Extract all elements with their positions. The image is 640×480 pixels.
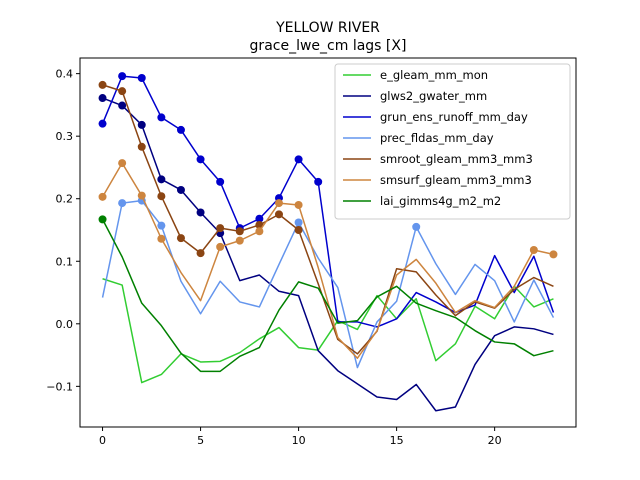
- data-point: [98, 119, 107, 128]
- data-point: [98, 80, 107, 89]
- series-layer: [98, 72, 558, 412]
- data-point: [157, 192, 166, 201]
- data-point: [137, 142, 146, 151]
- data-point: [118, 101, 127, 110]
- data-point: [294, 225, 303, 234]
- data-point: [196, 155, 205, 164]
- data-point: [176, 125, 185, 134]
- data-point: [118, 159, 127, 168]
- data-point: [294, 218, 303, 227]
- x-tick-label: 5: [197, 434, 204, 447]
- x-tick-label: 0: [99, 434, 106, 447]
- data-point: [137, 74, 146, 83]
- legend-label: e_gleam_mm_mon: [380, 68, 488, 82]
- series-line: [101, 199, 555, 369]
- data-point: [98, 192, 107, 201]
- series-line: [101, 219, 554, 373]
- legend-label: grun_ens_runoff_mm_day: [380, 110, 528, 124]
- y-tick-label: 0.2: [56, 193, 74, 206]
- data-point: [157, 234, 166, 243]
- plot-frame: [79, 57, 577, 428]
- legend-label: smroot_gleam_mm3_mm3: [380, 152, 533, 166]
- data-point: [137, 120, 146, 129]
- legend-box: [334, 63, 571, 220]
- data-point: [529, 246, 538, 255]
- y-tick-label: 0.1: [56, 255, 74, 268]
- series-smsurf_gleam_mm3_mm3: [98, 159, 558, 359]
- data-point: [216, 242, 225, 251]
- data-point: [235, 227, 244, 236]
- series-line: [102, 278, 554, 384]
- data-point: [176, 234, 185, 243]
- data-point: [157, 221, 166, 230]
- data-point: [274, 210, 283, 219]
- data-point: [176, 185, 185, 194]
- chart-subtitle: grace_lwe_cm lags [X]: [250, 38, 407, 54]
- series-prec_fldas_mm_day: [101, 196, 555, 369]
- data-point: [157, 175, 166, 184]
- x-tick-label: 20: [488, 434, 502, 447]
- data-point: [216, 177, 225, 186]
- axes-layer: 0 5 10 15 20 −0.1 0.0 0.1 0.2 0.3 0.4: [46, 68, 501, 447]
- data-point: [98, 215, 107, 224]
- legend-label: smsurf_gleam_mm3_mm3: [380, 173, 532, 187]
- data-point: [314, 177, 323, 186]
- y-tick-label: 0.0: [56, 318, 74, 331]
- x-tick-label: 15: [390, 434, 404, 447]
- series-grun_ens_runoff_mm_day: [98, 72, 555, 328]
- data-point: [118, 199, 127, 208]
- chart-title: YELLOW RIVER: [275, 20, 380, 36]
- data-point: [255, 214, 264, 223]
- data-point: [235, 236, 244, 245]
- y-tick-label: 0.3: [56, 130, 74, 143]
- data-point: [274, 199, 283, 208]
- y-tick-label: −0.1: [46, 380, 73, 393]
- data-point: [157, 113, 166, 122]
- series-e_gleam_mm_mon: [102, 278, 554, 384]
- data-point: [549, 250, 558, 259]
- data-point: [255, 220, 264, 229]
- series-lai_gimms4g_m2_m2: [98, 215, 554, 373]
- legend: e_gleam_mm_mon glws2_gwater_mm grun_ens_ru…: [334, 63, 571, 220]
- data-point: [216, 224, 225, 233]
- legend-label: prec_fldas_mm_day: [380, 131, 494, 145]
- series-line: [101, 162, 554, 359]
- data-point: [294, 155, 303, 164]
- x-tick-label: 10: [292, 434, 306, 447]
- data-point: [196, 208, 205, 217]
- legend-label: glws2_gwater_mm: [380, 89, 487, 103]
- data-point: [196, 249, 205, 258]
- series-smroot_gleam_mm3_mm3: [98, 80, 554, 355]
- y-tick-label: 0.4: [56, 68, 74, 81]
- series-line: [102, 84, 554, 355]
- data-point: [98, 94, 107, 103]
- data-point: [412, 222, 421, 231]
- data-point: [294, 200, 303, 209]
- data-point: [255, 227, 264, 236]
- data-point: [118, 72, 127, 81]
- data-point: [137, 191, 146, 200]
- data-point: [118, 87, 127, 96]
- legend-label: lai_gimms4g_m2_m2: [380, 194, 501, 208]
